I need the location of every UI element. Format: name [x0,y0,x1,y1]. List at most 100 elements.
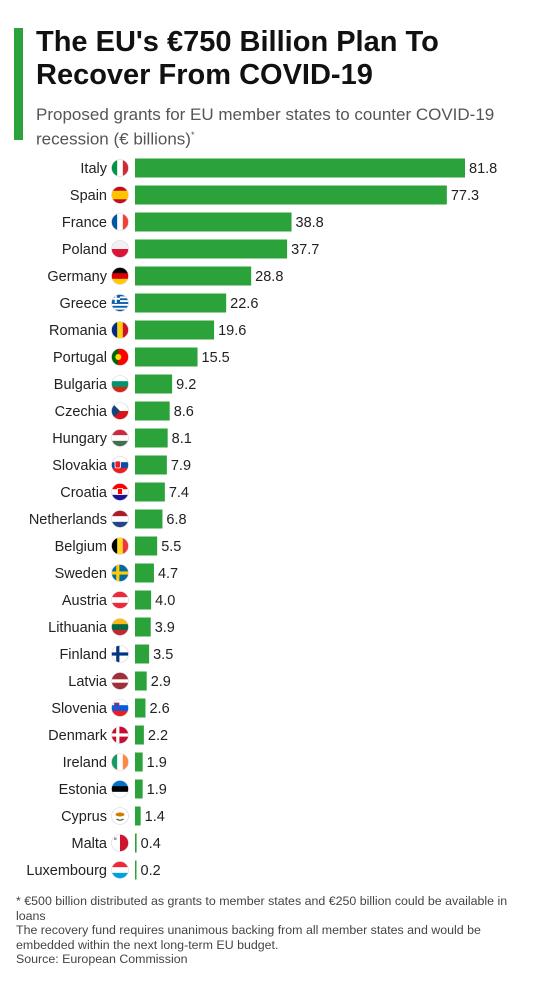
chart-row-slovenia: Slovenia 2.6 [51,698,170,718]
value-label-finland: 3.5 [153,647,173,663]
category-label-slovenia: Slovenia [51,701,108,717]
chart-row-greece: Greece 22.6 [59,293,258,313]
chart-row-bulgaria: Bulgaria 9.2 [54,374,196,394]
flag-outline [111,834,129,852]
bar-czechia [135,401,170,421]
value-label-slovakia: 7.9 [171,458,191,474]
value-label-poland: 37.7 [291,242,319,258]
chart-subtitle: Proposed grants for EU member states to … [36,104,516,150]
value-label-lithuania: 3.9 [155,620,175,636]
category-label-romania: Romania [49,323,108,339]
category-label-sweden: Sweden [55,566,107,582]
value-label-portugal: 15.5 [202,350,230,366]
footnote-unanimous-backing: The recovery fund requires unanimous bac… [16,923,481,952]
category-label-denmark: Denmark [48,728,108,744]
value-label-luxembourg: 0.2 [141,863,161,879]
flag-outline [111,240,129,258]
bar-italy [135,158,465,178]
value-label-latvia: 2.9 [151,674,171,690]
flag-outline [111,402,129,420]
footnote-grants-loans: * €500 billion distributed as grants to … [16,894,508,923]
category-label-lithuania: Lithuania [48,620,108,636]
value-label-malta: 0.4 [141,836,161,852]
flag-outline [111,159,129,177]
sweden-flag-icon [111,564,129,582]
chart-row-austria: Austria 4.0 [62,590,175,610]
value-label-slovenia: 2.6 [149,701,169,717]
category-label-greece: Greece [59,296,107,312]
chart-row-lithuania: Lithuania 3.9 [48,617,175,637]
finland-flag-icon [111,645,129,663]
value-label-denmark: 2.2 [148,728,168,744]
category-label-croatia: Croatia [60,485,108,501]
bar-greece [135,293,227,313]
value-label-croatia: 7.4 [169,485,189,501]
bar-bulgaria [135,374,173,394]
bar-belgium [135,536,158,556]
slovakia-flag-icon [111,456,129,474]
slovenia-flag-icon [111,699,129,717]
chart-row-belgium: Belgium 5.5 [55,536,181,556]
bar-netherlands [135,509,163,529]
value-label-greece: 22.6 [230,296,258,312]
bar-malta [135,833,137,853]
bar-lithuania [135,617,151,637]
flag-outline [111,780,129,798]
flag-outline [111,672,129,690]
category-label-france: France [62,215,107,231]
flag-outline [111,861,129,879]
spain-flag-icon [111,186,129,204]
germany-flag-icon [111,267,129,285]
chart-row-poland: Poland 37.7 [62,239,319,259]
chart-row-denmark: Denmark 2.2 [48,725,168,745]
bulgaria-flag-icon [111,375,129,393]
chart-row-finland: Finland 3.5 [59,644,173,664]
bar-poland [135,239,288,259]
value-label-czechia: 8.6 [174,404,194,420]
chart-row-ireland: Ireland 1.9 [63,752,167,772]
bar-cyprus [135,806,141,826]
value-label-cyprus: 1.4 [145,809,165,825]
croatia-flag-icon [111,483,129,501]
chart-row-slovakia: Slovakia 7.9 [52,455,191,475]
value-label-italy: 81.8 [469,161,497,177]
flag-outline [111,294,129,312]
lithuania-flag-icon [111,618,129,636]
bar-hungary [135,428,168,448]
cyprus-flag-icon [111,807,129,825]
category-label-malta: Malta [72,836,108,852]
estonia-flag-icon [111,780,129,798]
chart-row-sweden: Sweden 4.7 [55,563,178,583]
category-label-luxembourg: Luxembourg [26,863,107,879]
footnotes: * €500 billion distributed as grants to … [16,894,521,967]
value-label-belgium: 5.5 [161,539,181,555]
category-label-italy: Italy [80,161,107,177]
flag-outline [111,807,129,825]
bar-finland [135,644,150,664]
chart-title: The EU's €750 Billion Plan To Recover Fr… [36,26,439,91]
bar-portugal [135,347,198,367]
bar-france [135,212,292,232]
bar-luxembourg [135,860,137,880]
chart-row-malta: Malta 0.4 [72,833,161,853]
bar-latvia [135,671,147,691]
flag-outline [111,645,129,663]
category-label-portugal: Portugal [53,350,107,366]
flag-outline [111,537,129,555]
value-label-spain: 77.3 [451,188,479,204]
bar-slovenia [135,698,146,718]
chart-row-czechia: Czechia 8.6 [55,401,194,421]
chart-row-france: France 38.8 [62,212,324,232]
value-label-estonia: 1.9 [147,782,167,798]
value-label-germany: 28.8 [255,269,283,285]
chart-row-romania: Romania 19.6 [49,320,246,340]
flag-outline [111,375,129,393]
value-label-sweden: 4.7 [158,566,178,582]
flag-outline [111,429,129,447]
chart-row-cyprus: Cyprus 1.4 [61,806,165,826]
bar-chart: Italy 81.8 Spain 77.3 France 38.8 Poland 37.7 Ge… [26,158,497,880]
value-label-austria: 4.0 [155,593,175,609]
chart-row-spain: Spain 77.3 [70,185,479,205]
category-label-austria: Austria [62,593,108,609]
category-label-ireland: Ireland [63,755,107,771]
